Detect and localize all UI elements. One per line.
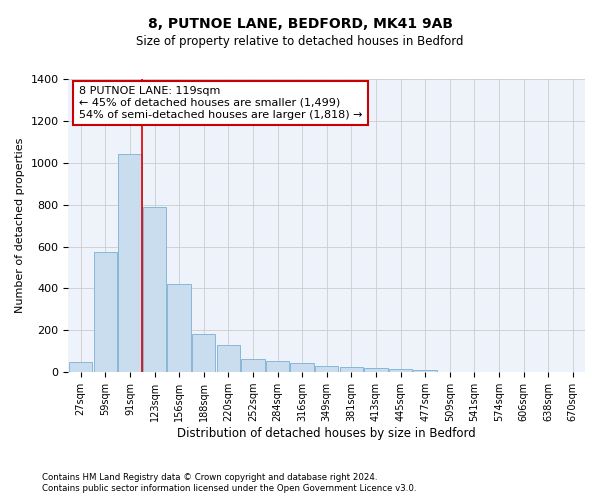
Text: Contains HM Land Registry data © Crown copyright and database right 2024.: Contains HM Land Registry data © Crown c… — [42, 472, 377, 482]
Bar — [241, 359, 265, 372]
Bar — [118, 154, 142, 372]
Text: 8, PUTNOE LANE, BEDFORD, MK41 9AB: 8, PUTNOE LANE, BEDFORD, MK41 9AB — [148, 18, 452, 32]
Bar — [315, 366, 338, 372]
Bar — [143, 207, 166, 372]
Bar — [167, 284, 191, 372]
Bar — [413, 370, 437, 372]
Bar — [217, 346, 240, 372]
Text: Contains public sector information licensed under the Open Government Licence v3: Contains public sector information licen… — [42, 484, 416, 493]
Bar — [364, 368, 388, 372]
Bar — [69, 362, 92, 372]
Bar — [389, 369, 412, 372]
X-axis label: Distribution of detached houses by size in Bedford: Distribution of detached houses by size … — [178, 427, 476, 440]
Bar — [340, 366, 363, 372]
Bar — [94, 252, 117, 372]
Text: Size of property relative to detached houses in Bedford: Size of property relative to detached ho… — [136, 35, 464, 48]
Y-axis label: Number of detached properties: Number of detached properties — [15, 138, 25, 314]
Text: 8 PUTNOE LANE: 119sqm
← 45% of detached houses are smaller (1,499)
54% of semi-d: 8 PUTNOE LANE: 119sqm ← 45% of detached … — [79, 86, 362, 120]
Bar — [266, 360, 289, 372]
Bar — [192, 334, 215, 372]
Bar — [290, 363, 314, 372]
